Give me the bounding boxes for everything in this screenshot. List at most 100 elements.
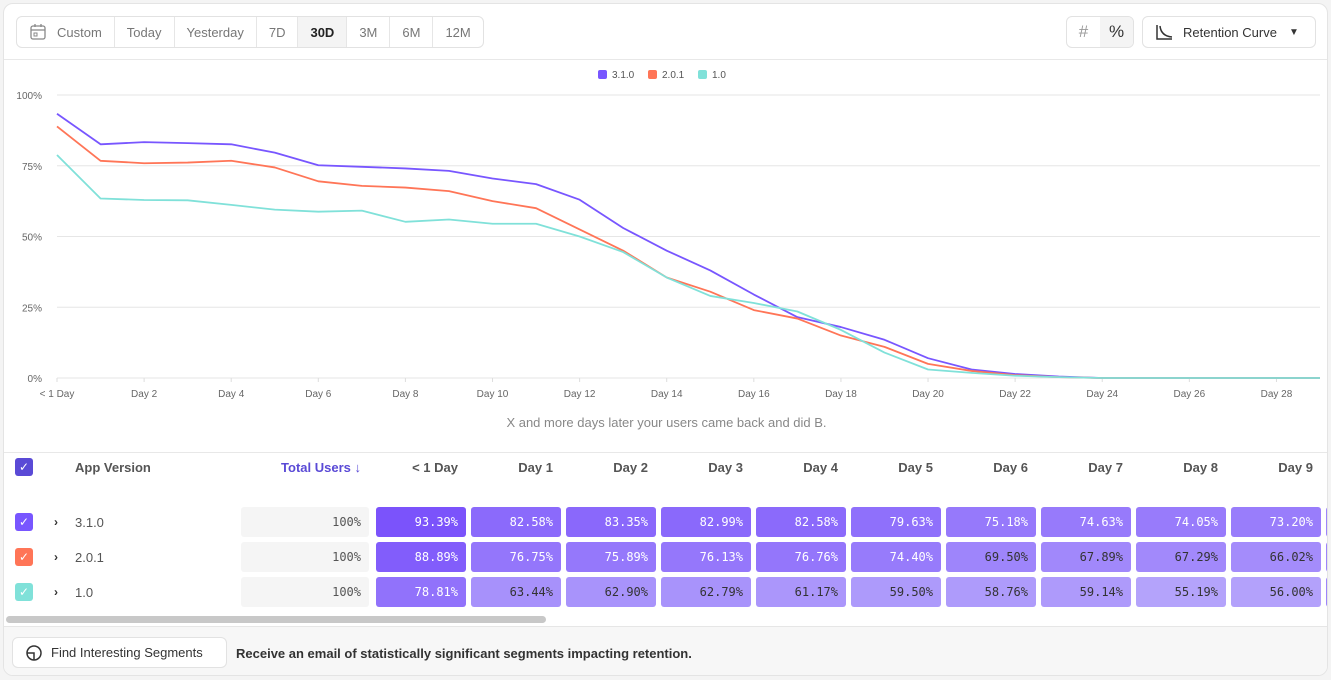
retention-cell[interactable]: 82.58% [756, 507, 846, 537]
retention-cell[interactable]: 63.44% [471, 577, 561, 607]
range-6m[interactable]: 6M [390, 17, 434, 47]
retention-cell[interactable]: 82.58% [471, 507, 561, 537]
retention-cell[interactable]: 62.90% [566, 577, 656, 607]
retention-report: Custom Today Yesterday 7D 30D 3M 6M 12M # % Ret… [3, 3, 1328, 676]
header-day: Day 8 [1183, 460, 1218, 475]
retention-cell[interactable]: 76.13% [661, 542, 751, 572]
retention-cell-partial [1326, 507, 1327, 537]
legend-label[interactable]: 1.0 [712, 70, 726, 81]
retention-cell[interactable]: 75.89% [566, 542, 656, 572]
hash-icon[interactable]: # [1078, 22, 1089, 41]
segments-icon [26, 644, 42, 661]
row-label: 1.0 [75, 585, 94, 600]
find-segments-button[interactable]: Find Interesting Segments [12, 637, 227, 668]
header-day: Day 4 [803, 460, 838, 475]
y-tick-label: 75% [22, 162, 42, 173]
horizontal-scrollbar[interactable] [6, 616, 546, 623]
chart-caption: X and more days later your users came ba… [506, 415, 827, 430]
y-tick-label: 0% [28, 374, 43, 385]
chevron-right-icon[interactable]: › [54, 550, 58, 564]
retention-cell[interactable]: 88.89% [376, 542, 466, 572]
header-day: Day 6 [993, 460, 1028, 475]
x-tick-label: Day 10 [477, 389, 509, 400]
legend-swatch [648, 70, 657, 79]
total-users-cell: 100% [241, 542, 369, 572]
range-label: Today [126, 24, 162, 40]
chevron-right-icon[interactable]: › [54, 515, 58, 529]
retention-cell[interactable]: 66.02% [1231, 542, 1321, 572]
range-12m[interactable]: 12M [433, 17, 482, 47]
y-tick-label: 100% [16, 91, 42, 102]
range-label: Yesterday [186, 24, 244, 40]
retention-cell[interactable]: 69.50% [946, 542, 1036, 572]
header-day: Day 7 [1088, 460, 1123, 475]
retention-cell[interactable]: 73.20% [1231, 507, 1321, 537]
retention-cell[interactable]: 93.39% [376, 507, 466, 537]
retention-cell[interactable]: 74.63% [1041, 507, 1131, 537]
x-tick-label: Day 24 [1086, 389, 1118, 400]
retention-cell[interactable]: 83.35% [566, 507, 656, 537]
chevron-down-icon: ▼ [1288, 26, 1299, 38]
chart-type-dropdown[interactable]: Retention Curve ▼ [1142, 16, 1316, 48]
header-day: Day 5 [898, 460, 933, 475]
range-7d[interactable]: 7D [257, 17, 299, 47]
row-label: 2.0.1 [75, 550, 104, 565]
percent-icon[interactable]: % [1100, 17, 1133, 47]
x-tick-label: Day 28 [1261, 389, 1293, 400]
retention-cell[interactable]: 67.29% [1136, 542, 1226, 572]
header-app-version[interactable]: App Version [75, 460, 151, 475]
header-total-users[interactable]: Total Users ↓ [281, 460, 361, 475]
legend-label[interactable]: 3.1.0 [612, 70, 635, 81]
retention-cell[interactable]: 78.81% [376, 577, 466, 607]
header-day: < 1 Day [412, 460, 458, 475]
divider [4, 452, 1327, 453]
retention-cell[interactable]: 74.40% [851, 542, 941, 572]
retention-cell[interactable]: 61.17% [756, 577, 846, 607]
x-tick-label: Day 16 [738, 389, 770, 400]
header-day: Day 2 [613, 460, 648, 475]
x-tick-label: Day 4 [218, 389, 245, 400]
divider [4, 59, 1327, 60]
y-tick-label: 25% [22, 303, 42, 314]
retention-cell[interactable]: 59.50% [851, 577, 941, 607]
row-checkbox[interactable]: ✓ [15, 513, 33, 531]
retention-cell[interactable]: 67.89% [1041, 542, 1131, 572]
x-tick-label: Day 26 [1174, 389, 1206, 400]
retention-cell[interactable]: 59.14% [1041, 577, 1131, 607]
range-today[interactable]: Today [115, 17, 175, 47]
retention-cell[interactable]: 58.76% [946, 577, 1036, 607]
range-label: 30D [310, 24, 335, 40]
legend-swatch [698, 70, 707, 79]
select-all-checkbox[interactable]: ✓ [15, 458, 33, 476]
header-day: Day 9 [1278, 460, 1313, 475]
series-line-2.0.1 [56, 125, 1320, 379]
row-checkbox[interactable]: ✓ [15, 583, 33, 601]
header-day: Day 1 [518, 460, 553, 475]
row-checkbox[interactable]: ✓ [15, 548, 33, 566]
retention-cell[interactable]: 75.18% [946, 507, 1036, 537]
x-tick-label: Day 18 [825, 389, 857, 400]
retention-cell[interactable]: 55.19% [1136, 577, 1226, 607]
retention-cell[interactable]: 74.05% [1136, 507, 1226, 537]
retention-cell[interactable]: 79.63% [851, 507, 941, 537]
y-tick-label: 50% [22, 233, 42, 244]
range-yesterday[interactable]: Yesterday [175, 17, 257, 47]
date-range-selector: Custom Today Yesterday 7D 30D 3M 6M 12M [16, 16, 484, 48]
total-users-cell: 100% [241, 507, 369, 537]
range-label: 6M [402, 24, 421, 40]
series-line-3.1.0 [56, 112, 1320, 379]
retention-curve-icon [1156, 25, 1173, 40]
range-3m[interactable]: 3M [347, 17, 391, 47]
range-custom[interactable]: Custom [17, 17, 115, 47]
find-segments-label: Find Interesting Segments [51, 645, 203, 660]
retention-cell[interactable]: 76.75% [471, 542, 561, 572]
row-label: 3.1.0 [75, 515, 104, 530]
retention-cell[interactable]: 82.99% [661, 507, 751, 537]
range-30d[interactable]: 30D [298, 17, 348, 47]
retention-cell[interactable]: 76.76% [756, 542, 846, 572]
retention-cell[interactable]: 62.79% [661, 577, 751, 607]
retention-cell-partial [1326, 542, 1327, 572]
retention-cell[interactable]: 56.00% [1231, 577, 1321, 607]
legend-label[interactable]: 2.0.1 [662, 70, 685, 81]
chevron-right-icon[interactable]: › [54, 585, 58, 599]
